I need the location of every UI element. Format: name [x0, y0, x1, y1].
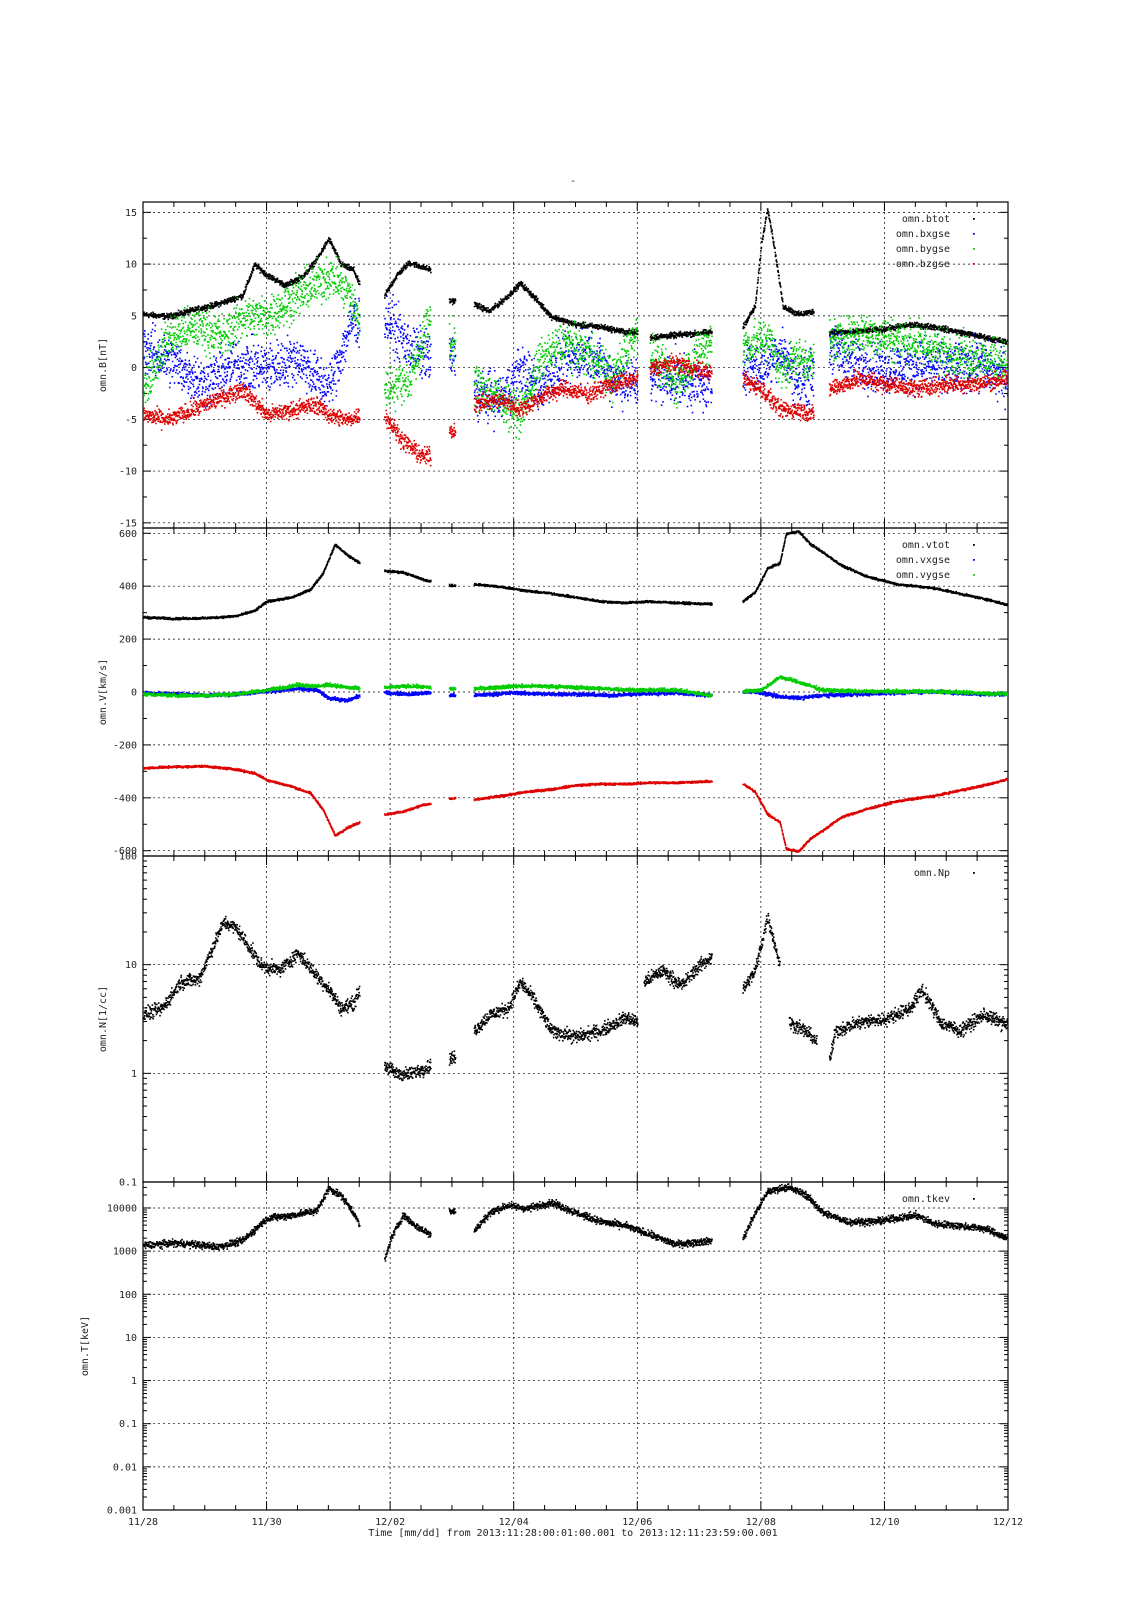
y-tick-label: 0.1 — [119, 1178, 137, 1189]
panel-frame — [142, 201, 1009, 529]
legend-marker — [973, 248, 975, 250]
y-tick-label: 200 — [119, 635, 137, 646]
y-tick-label: 1000 — [113, 1247, 137, 1258]
y-tick-label: -600 — [113, 846, 137, 857]
legend-marker — [973, 263, 975, 265]
x-tick-label: 11/30 — [252, 1517, 282, 1528]
y-tick-label: -5 — [125, 415, 137, 426]
y-tick-label: 100 — [119, 852, 137, 863]
panel-omn-b-nt: -15 -10 -5 0 5 10 15 omn.B[nT] omn.btot omn.bxgse… — [98, 201, 1009, 529]
legend-label: omn.vxgse — [896, 555, 950, 566]
series-markers — [143, 912, 1008, 1082]
panel-omn-t-kev: 0.001 0.01 0.1 1 10 100 1000 10000 omn.T[keV] omn… — [80, 1181, 1009, 1517]
legend-label: omn.vtot — [902, 540, 950, 551]
chart-title: - — [570, 176, 576, 187]
legend-label: omn.btot — [902, 214, 950, 225]
series-omn-bxgse — [143, 294, 1008, 433]
y-tick-label: 600 — [119, 529, 137, 540]
y-tick-label: 0 — [131, 363, 137, 374]
y-tick-label: -200 — [113, 740, 137, 751]
y-tick-label: 400 — [119, 582, 137, 593]
legend-marker — [973, 1198, 975, 1200]
y-tick-label: 0 — [131, 688, 137, 699]
legend-label: omn.bxgse — [896, 229, 950, 240]
y-tick-label: -15 — [119, 518, 137, 529]
y-tick-label: 100 — [119, 1290, 137, 1301]
legend-marker — [973, 544, 975, 546]
series-omn-vtot — [143, 530, 1008, 621]
y-tick-label: 0.1 — [119, 1419, 137, 1430]
legend-label: omn.bygse — [896, 244, 950, 255]
legend-marker — [973, 574, 975, 576]
series-omn-np — [143, 912, 1008, 1082]
x-axis: 11/28 11/30 12/02 12/04 12/06 12/08 12/10 12/12 — [128, 1517, 1023, 1528]
y-tick-label: 1 — [131, 1376, 137, 1387]
series-markers — [143, 675, 1008, 699]
x-tick-label: 12/10 — [869, 1517, 899, 1528]
y-axis-label: omn.T[keV] — [80, 1316, 91, 1376]
x-tick-label: 11/28 — [128, 1517, 158, 1528]
y-axis-label: omn.V[km/s] — [98, 659, 109, 725]
series-unlabeled-3 — [143, 764, 1008, 853]
series-omn-tkev — [143, 1183, 1008, 1262]
legend-label: omn.Np — [914, 868, 950, 879]
panel-omn-n-1-cc: 0.1 1 10 100 omn.N[1/cc] omn.Np — [98, 852, 1009, 1189]
series-omn-vxgse — [143, 685, 1008, 703]
x-tick-label: 12/08 — [746, 1517, 776, 1528]
panel-frame — [142, 1181, 1009, 1511]
y-tick-label: 10 — [125, 960, 137, 971]
series-omn-btot — [143, 208, 1008, 346]
x-axis-label: Time [mm/dd] from 2013:11:28:00:01:00.00… — [368, 1528, 777, 1539]
x-tick-label: 12/04 — [499, 1517, 529, 1528]
series-markers — [143, 685, 1008, 703]
panel-stack: -15-10-5051015omn.B[nT]omn.btotomn.bxgse… — [80, 201, 1009, 1517]
series-omn-bzgse — [143, 352, 1008, 467]
y-axis-label: omn.N[1/cc] — [98, 986, 109, 1052]
series-markers — [143, 208, 1008, 346]
legend-marker — [973, 233, 975, 235]
series-markers — [143, 1183, 1008, 1262]
y-tick-label: 10 — [125, 1333, 137, 1344]
y-tick-label: 1 — [131, 1069, 137, 1080]
y-axis-label: omn.B[nT] — [98, 338, 109, 392]
legend-label: omn.vygse — [896, 570, 950, 581]
legend-marker — [973, 218, 975, 220]
legend-label: omn.tkev — [902, 1194, 950, 1205]
legend-marker — [973, 872, 975, 874]
series-markers — [143, 530, 1008, 621]
y-tick-label: 5 — [131, 311, 137, 322]
panel-omn-v-km-s: -600 -400 -200 0 200 400 600 omn.V[km/s] omn.vto… — [98, 527, 1009, 857]
x-tick-label: 12/06 — [622, 1517, 652, 1528]
series-markers — [143, 764, 1008, 853]
series-markers — [143, 294, 1008, 433]
y-tick-label: 0.01 — [113, 1462, 137, 1473]
legend-marker — [973, 559, 975, 561]
x-tick-label: 12/02 — [375, 1517, 405, 1528]
legend-label: omn.bzgse — [896, 259, 950, 270]
y-tick-label: 0.001 — [107, 1506, 137, 1517]
x-tick-label: 12/12 — [993, 1517, 1023, 1528]
y-tick-label: -400 — [113, 793, 137, 804]
series-omn-vygse — [143, 675, 1008, 699]
series-markers — [143, 352, 1008, 467]
y-tick-label: 15 — [125, 208, 137, 219]
y-tick-label: -10 — [119, 467, 137, 478]
y-tick-label: 10 — [125, 260, 137, 271]
y-tick-label: 10000 — [107, 1203, 137, 1214]
